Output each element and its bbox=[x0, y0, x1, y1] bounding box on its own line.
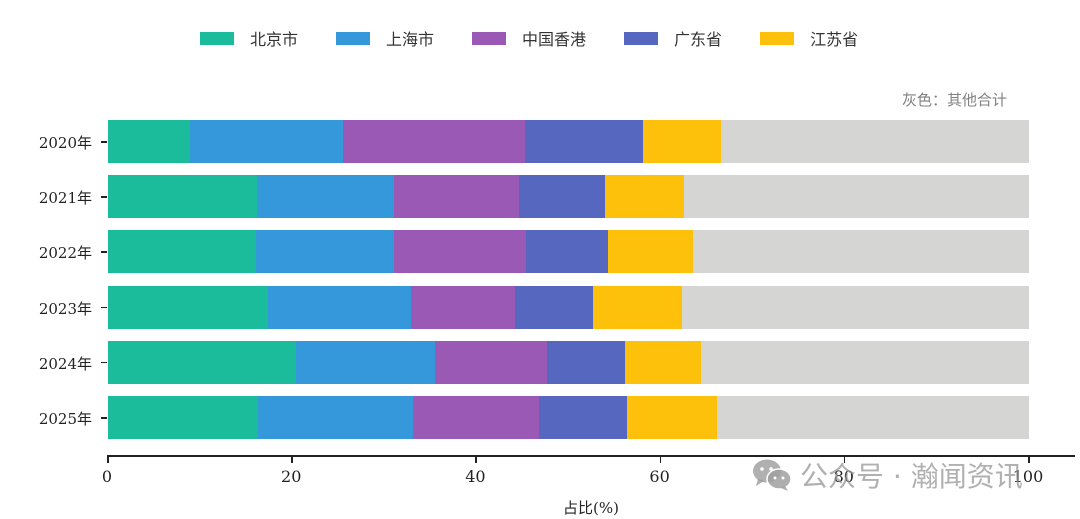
bar-segment bbox=[515, 285, 594, 329]
bar-segment bbox=[108, 396, 259, 439]
bar-segment bbox=[108, 175, 258, 219]
bar-segment bbox=[394, 175, 519, 219]
bar-segment bbox=[593, 285, 682, 329]
wechat-icon bbox=[753, 459, 792, 491]
x-tick-label: 60 bbox=[649, 467, 670, 486]
y-tick-label: 2021年 bbox=[38, 189, 92, 208]
bar-segment bbox=[108, 340, 296, 384]
legend-swatch bbox=[472, 31, 507, 45]
chart-legend: 北京市 上海市 中国香港 广东省 江苏省 bbox=[200, 26, 896, 50]
legend-label: 上海市 bbox=[386, 30, 435, 49]
bar-segment bbox=[256, 230, 395, 274]
bar-segment bbox=[518, 175, 606, 219]
bar-segment bbox=[189, 120, 343, 163]
bar-segment bbox=[624, 340, 702, 384]
legend-item: 中国香港 bbox=[472, 26, 586, 50]
legend-swatch bbox=[336, 31, 371, 45]
x-tick-label: 100 bbox=[1012, 467, 1044, 486]
y-tick-mark bbox=[101, 417, 107, 419]
bar-segment bbox=[683, 175, 1029, 219]
legend-item: 江苏省 bbox=[760, 26, 858, 50]
y-tick-mark bbox=[101, 141, 107, 143]
y-tick-label: 2023年 bbox=[38, 299, 92, 318]
legend-item: 北京市 bbox=[200, 26, 298, 50]
legend-label: 中国香港 bbox=[522, 30, 587, 49]
bar-segment bbox=[342, 120, 526, 163]
watermark: 公众号 · 瀚闻资讯 bbox=[752, 455, 1023, 495]
legend-label: 江苏省 bbox=[810, 30, 859, 49]
bar-segment bbox=[434, 340, 548, 384]
legend-label: 广东省 bbox=[674, 30, 723, 49]
bar-segment bbox=[295, 340, 435, 384]
bar-row bbox=[108, 340, 1029, 384]
bar-segment bbox=[605, 175, 684, 219]
x-tick-mark bbox=[659, 456, 662, 463]
y-tick-label: 2024年 bbox=[38, 354, 92, 373]
watermark-text: 公众号 · 瀚闻资讯 bbox=[800, 460, 1023, 493]
x-tick-mark bbox=[843, 456, 846, 463]
bar-segment bbox=[268, 285, 411, 329]
y-tick-label: 2022年 bbox=[38, 244, 92, 263]
x-tick-mark bbox=[107, 456, 109, 463]
bar-segment bbox=[547, 340, 625, 384]
legend-item: 上海市 bbox=[336, 26, 434, 50]
bar-row bbox=[108, 285, 1029, 329]
x-tick-mark bbox=[1028, 456, 1030, 463]
bar-segment bbox=[526, 230, 609, 274]
bar-segment bbox=[627, 396, 717, 439]
legend-swatch bbox=[760, 31, 795, 45]
bar-segment bbox=[525, 120, 644, 163]
x-tick-mark bbox=[475, 456, 477, 463]
x-axis-line bbox=[107, 455, 1075, 457]
bar-segment bbox=[257, 175, 395, 219]
bar-segment bbox=[701, 340, 1029, 384]
bar-segment bbox=[108, 120, 190, 163]
x-tick-label: 0 bbox=[101, 467, 113, 486]
bar-row bbox=[108, 230, 1029, 274]
x-tick-label: 20 bbox=[281, 467, 302, 486]
bar-row bbox=[108, 396, 1029, 439]
bar-segment bbox=[108, 285, 269, 329]
y-tick-mark bbox=[101, 251, 107, 253]
other-total-note: 灰色：其他合计 bbox=[902, 91, 1008, 109]
bar-segment bbox=[412, 396, 539, 439]
bar-segment bbox=[411, 285, 516, 329]
legend-item: 广东省 bbox=[624, 26, 722, 50]
bar-segment bbox=[692, 230, 1029, 274]
bar-segment bbox=[721, 120, 1029, 163]
x-axis-label: 占比(%) bbox=[563, 499, 619, 517]
bar-row bbox=[108, 120, 1029, 163]
bar-segment bbox=[258, 396, 413, 439]
bar-segment bbox=[394, 230, 527, 274]
legend-swatch bbox=[624, 31, 659, 45]
y-tick-mark bbox=[101, 196, 107, 198]
x-tick-label: 80 bbox=[833, 467, 854, 486]
y-tick-mark bbox=[101, 306, 107, 309]
plot-area bbox=[108, 120, 1029, 450]
bar-segment bbox=[108, 230, 257, 274]
y-tick-mark bbox=[101, 361, 107, 364]
legend-label: 北京市 bbox=[250, 30, 299, 49]
x-tick-label: 40 bbox=[465, 467, 486, 486]
bar-segment bbox=[539, 396, 628, 439]
x-tick-mark bbox=[291, 456, 293, 463]
bar-segment bbox=[716, 396, 1029, 439]
y-tick-label: 2025年 bbox=[38, 410, 92, 428]
bar-segment bbox=[608, 230, 693, 274]
legend-swatch bbox=[200, 31, 234, 45]
bar-row bbox=[108, 175, 1029, 219]
bar-segment bbox=[681, 285, 1029, 329]
y-tick-label: 2020年 bbox=[38, 134, 92, 152]
bar-segment bbox=[643, 120, 722, 163]
